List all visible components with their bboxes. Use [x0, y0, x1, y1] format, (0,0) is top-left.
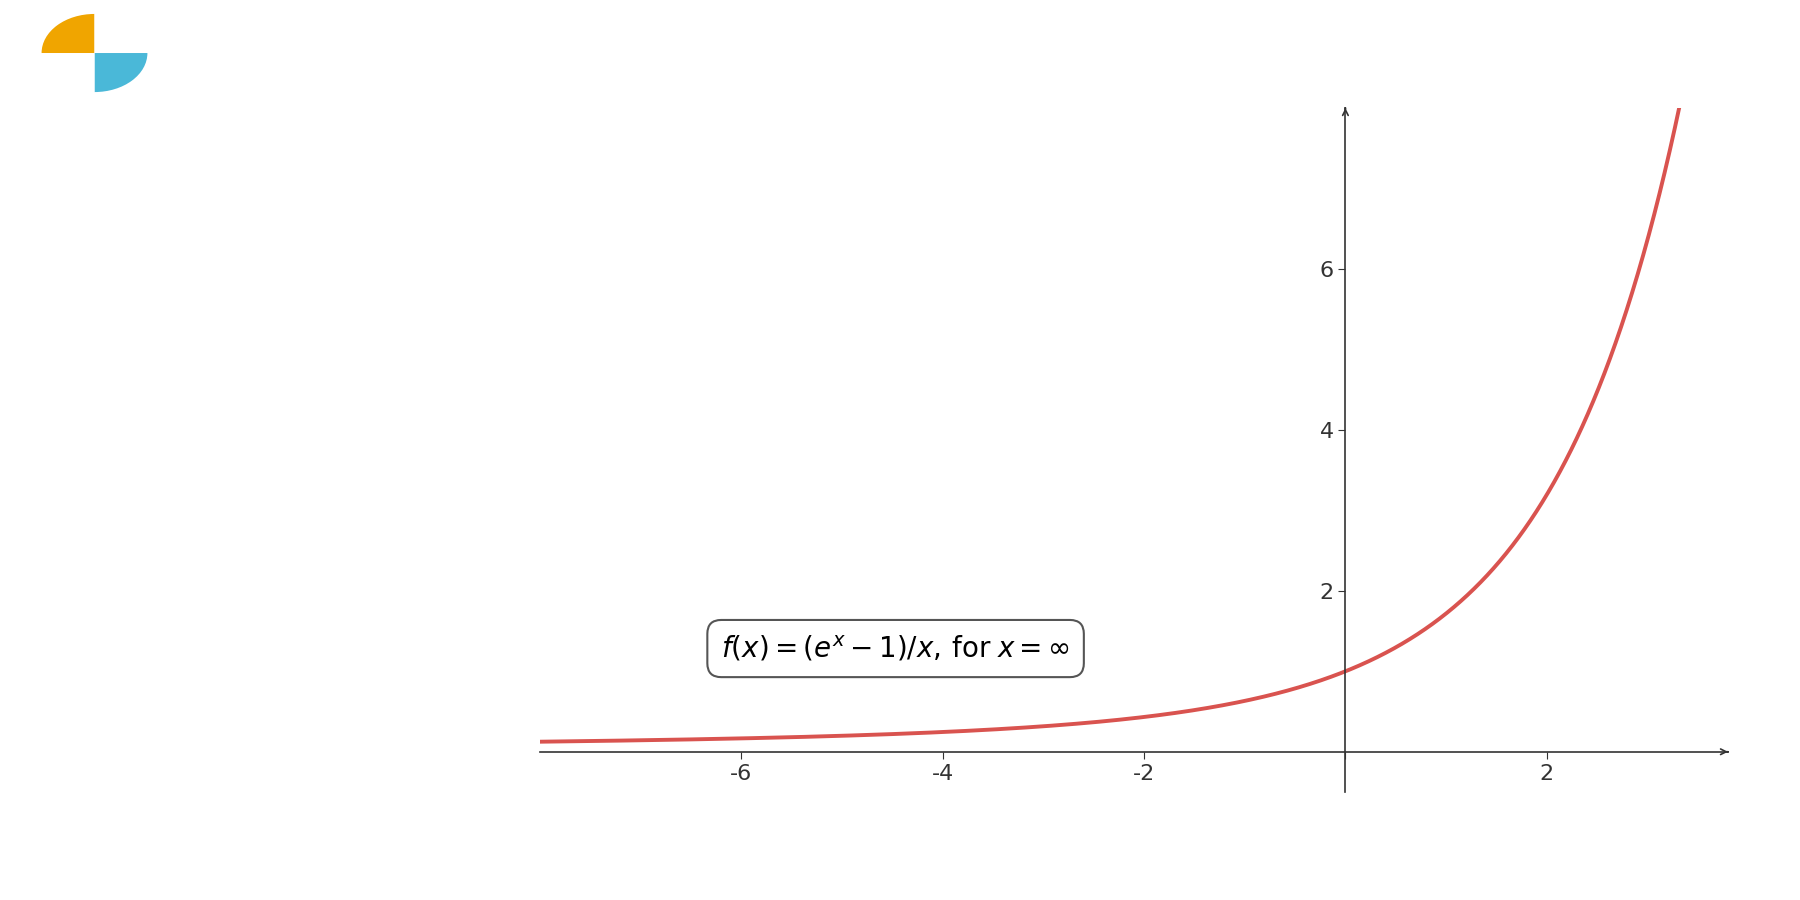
Wedge shape [94, 14, 148, 53]
Wedge shape [41, 14, 94, 53]
Wedge shape [94, 53, 148, 92]
Wedge shape [41, 53, 94, 92]
Text: $f(x) = (e^x - 1)/x,\,\mathrm{for}\; x = \infty$: $f(x) = (e^x - 1)/x,\,\mathrm{for}\; x =… [722, 634, 1069, 663]
Text: SOM: SOM [76, 102, 113, 116]
Text: STORY OF MATHEMATICS: STORY OF MATHEMATICS [65, 123, 124, 128]
